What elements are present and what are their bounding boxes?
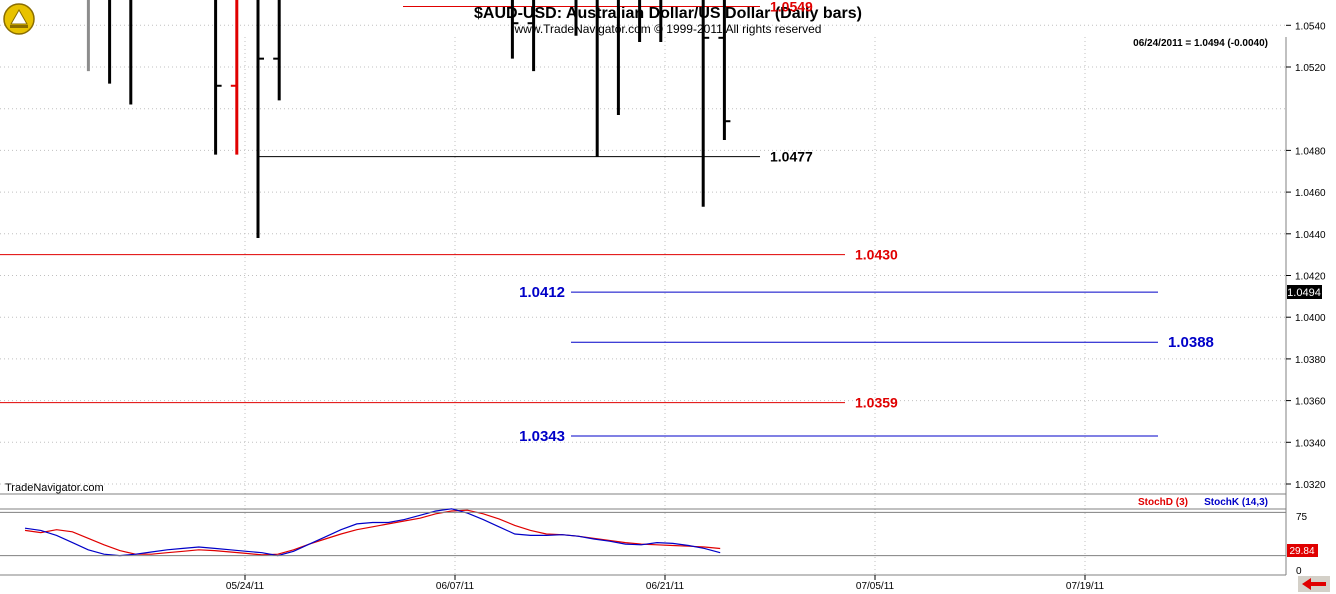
date-tick-label: 06/21/11 [646, 581, 685, 592]
ohlc-bar [230, 0, 239, 155]
ohlc-bar [108, 0, 112, 84]
current-price-tag-label: 1.0494 [1287, 287, 1321, 299]
price-tick-label: 1.0380 [1295, 355, 1326, 366]
date-tick-label: 06/07/11 [436, 581, 475, 592]
chart-title: $AUD-USD: Australian Dollar/US Dollar (D… [474, 5, 862, 22]
watermark-text: TradeNavigator.com [5, 482, 104, 494]
current-price-tag [1287, 285, 1322, 299]
time-axis: 05/24/11 06/07/11 06/21/11 07/05/11 07/19/11 [226, 575, 1105, 592]
stoch-k-legend: StochK (14,3) [1204, 497, 1268, 508]
back-arrow-icon[interactable] [1298, 576, 1330, 592]
stochastic-lines [24, 508, 721, 557]
stoch-value-tag-label: 29.84 [1289, 546, 1314, 557]
ohlc-bar [273, 0, 281, 101]
price-panel-background [0, 37, 1286, 494]
price-axis: 1.07201.07001.06801.06601.06401.06201.06… [1286, 21, 1326, 491]
stochastic-panel-background [0, 509, 1286, 575]
level-label: 1.0388 [1168, 334, 1214, 351]
price-tick-label: 1.0360 [1295, 397, 1326, 408]
stochastic-axis: 75 0 [0, 511, 1308, 577]
ohlc-bar [718, 0, 731, 140]
ohlc-bar [595, 0, 599, 157]
price-tick-label: 1.0480 [1295, 146, 1326, 157]
level-label: 1.0359 [855, 395, 898, 411]
price-tick-label: 1.0440 [1295, 230, 1326, 241]
level-lines: 1.06911.06441.06141.05961.05741.05491.04… [0, 0, 1214, 445]
stoch-series-line [24, 508, 721, 557]
stoch-tick-label: 0 [1296, 566, 1302, 577]
price-tick-label: 1.0540 [1295, 21, 1326, 32]
level-label: 1.0477 [770, 149, 813, 165]
ohlc-bar [527, 0, 536, 72]
date-tick-label: 07/19/11 [1066, 581, 1105, 592]
ohlc-bar [510, 0, 519, 59]
last-price-readout: 06/24/2011 = 1.0494 (-0.0040) [1133, 38, 1268, 49]
stoch-series-line [24, 509, 721, 556]
stoch-tick-label: 75 [1296, 512, 1308, 523]
ohlc-bar [701, 0, 710, 207]
level-label: 1.0412 [519, 284, 565, 301]
ohlc-bar [638, 0, 642, 42]
level-label: 1.0549 [770, 0, 813, 15]
price-tick-label: 1.0420 [1295, 272, 1326, 283]
level-label: 1.0343 [519, 428, 565, 445]
copyright-text: www.TradeNavigator.com © 1999-2011 All r… [514, 22, 822, 36]
price-tick-label: 1.0340 [1295, 438, 1326, 449]
ohlc-bar [616, 0, 620, 115]
level-label: 1.0430 [855, 247, 898, 263]
price-tick-label: 1.0400 [1295, 313, 1326, 324]
date-tick-label: 05/24/11 [226, 581, 265, 592]
price-tick-label: 1.0460 [1295, 188, 1326, 199]
ohlc-bar [214, 0, 222, 155]
price-tick-label: 1.0520 [1295, 63, 1326, 74]
ohlc-bar [256, 0, 264, 238]
tradenavigator-logo-icon [3, 3, 35, 35]
chart-grid [0, 24, 1286, 575]
price-tick-label: 1.0320 [1295, 480, 1326, 491]
stoch-d-legend: StochD (3) [1138, 497, 1188, 508]
stoch-value-tag [1287, 544, 1318, 557]
ohlc-bars [86, 0, 731, 238]
date-tick-label: 07/05/11 [856, 581, 895, 592]
ohlc-bar [129, 0, 133, 105]
ohlc-bar [659, 0, 663, 42]
